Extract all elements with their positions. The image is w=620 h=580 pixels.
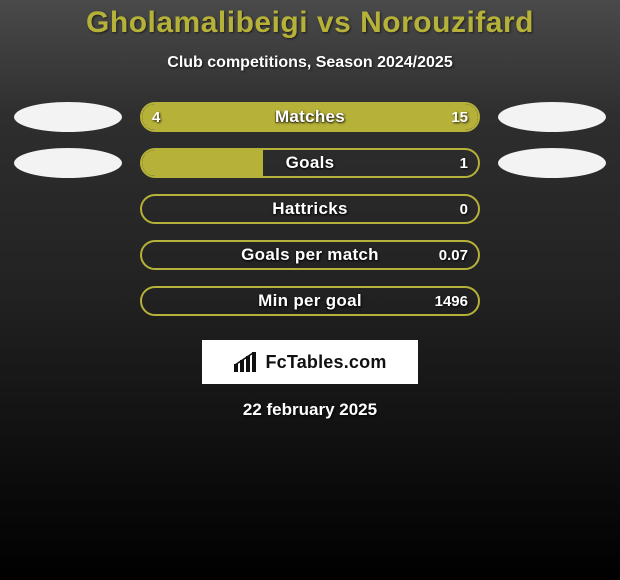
stat-bar: 0Hattricks — [140, 194, 480, 224]
player-right-marker — [498, 148, 606, 178]
stat-label: Matches — [142, 104, 478, 130]
spacer — [498, 194, 606, 224]
bar-chart-icon — [233, 351, 259, 373]
date-label: 22 february 2025 — [243, 400, 377, 420]
spacer — [14, 240, 122, 270]
brand-text: FcTables.com — [265, 352, 386, 373]
stat-row: 0.07Goals per match — [14, 240, 606, 270]
stat-rows: 415Matches 1Goals 0Hattricks 0.07Goals per … — [14, 102, 606, 332]
player-right-marker — [498, 102, 606, 132]
spacer — [498, 240, 606, 270]
spacer — [14, 286, 122, 316]
comparison-card: Gholamalibeigi vs Norouzifard Club compe… — [0, 0, 620, 420]
subtitle: Club competitions, Season 2024/2025 — [167, 54, 452, 72]
stat-bar: 415Matches — [140, 102, 480, 132]
page-title: Gholamalibeigi vs Norouzifard — [86, 6, 534, 40]
stat-row: 415Matches — [14, 102, 606, 132]
stat-label: Goals per match — [142, 242, 478, 268]
brand-badge: FcTables.com — [202, 340, 418, 384]
stat-row: 1Goals — [14, 148, 606, 178]
stat-row: 1496Min per goal — [14, 286, 606, 316]
player-left-marker — [14, 102, 122, 132]
stat-label: Goals — [142, 150, 478, 176]
stat-bar: 0.07Goals per match — [140, 240, 480, 270]
stat-bar: 1496Min per goal — [140, 286, 480, 316]
stat-label: Hattricks — [142, 196, 478, 222]
stat-bar: 1Goals — [140, 148, 480, 178]
spacer — [498, 286, 606, 316]
stat-label: Min per goal — [142, 288, 478, 314]
spacer — [14, 194, 122, 224]
player-left-marker — [14, 148, 122, 178]
stat-row: 0Hattricks — [14, 194, 606, 224]
